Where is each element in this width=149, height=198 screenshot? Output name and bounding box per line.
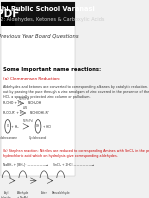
Text: Benzaldehyde: Benzaldehyde — [51, 191, 70, 195]
Text: NaBH₄ + [BH₄]⁻ ——————→     SnCl₂ + 2HCl ——————→: NaBH₄ + [BH₄]⁻ ——————→ SnCl₂ + 2HCl ————… — [3, 162, 94, 166]
FancyBboxPatch shape — [1, 2, 75, 26]
Text: Aldehyde
+ NaBH₄: Aldehyde + NaBH₄ — [17, 191, 29, 198]
Text: pter 12: Aldehydes, Ketones & Carboxylic Acids: pter 12: Aldehydes, Ketones & Carboxylic… — [0, 17, 104, 22]
Text: R-CH₂OH: R-CH₂OH — [27, 101, 42, 106]
Text: (b) Stephen reaction: Nitriles are reduced to corresponding Amines with SnCl₂ in: (b) Stephen reaction: Nitriles are reduc… — [3, 149, 149, 158]
Text: R-CHO + H₂: R-CHO + H₂ — [3, 101, 22, 106]
Text: + H₂: + H₂ — [11, 125, 19, 129]
Text: PDF: PDF — [0, 9, 19, 19]
Text: Ni: Ni — [24, 106, 27, 110]
FancyBboxPatch shape — [1, 2, 14, 26]
Text: Cyclohexanol: Cyclohexanol — [29, 136, 47, 140]
Text: Ni/Pt/Pd: Ni/Pt/Pd — [18, 97, 29, 101]
Text: Ester: Ester — [41, 191, 47, 195]
Text: R-CO-R' + H₂: R-CO-R' + H₂ — [3, 111, 24, 115]
Text: + HCl: + HCl — [43, 125, 50, 129]
FancyBboxPatch shape — [1, 2, 75, 176]
Text: elhi Public School Varanasi: elhi Public School Varanasi — [0, 7, 95, 12]
Text: Previous Year Board Questions: Previous Year Board Questions — [0, 33, 78, 38]
Text: Acyl
chloride: Acyl chloride — [1, 191, 11, 198]
Text: (a) Clemmensen Reduction:: (a) Clemmensen Reduction: — [3, 77, 60, 81]
Text: Δ: Δ — [23, 106, 25, 110]
Text: O: O — [7, 124, 9, 128]
Text: Ni/Pt/Pd: Ni/Pt/Pd — [23, 119, 34, 123]
Text: Aldehydes and ketones are converted to corresponding alkanes by catalytic reduct: Aldehydes and ketones are converted to c… — [3, 85, 149, 99]
Text: Cyclohexanone: Cyclohexanone — [0, 136, 18, 140]
Text: Some Important name reactions:: Some Important name reactions: — [3, 67, 101, 72]
Text: R-CH(OH)-R': R-CH(OH)-R' — [30, 111, 49, 115]
Text: OH: OH — [36, 124, 40, 128]
